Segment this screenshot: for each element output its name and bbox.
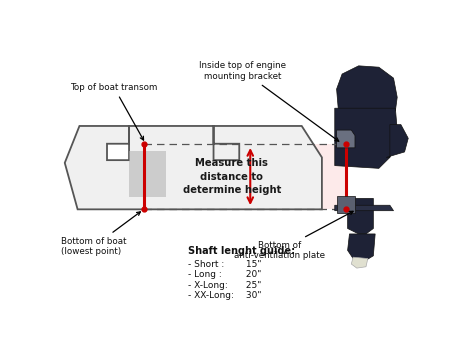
Bar bbox=[144, 144, 346, 209]
Polygon shape bbox=[386, 125, 408, 157]
Text: 30": 30" bbox=[243, 291, 262, 300]
Bar bbox=[129, 151, 166, 197]
Polygon shape bbox=[347, 198, 374, 234]
Text: Measure this
distance to
determine height: Measure this distance to determine heigh… bbox=[182, 158, 281, 195]
Text: - XX-Long:: - XX-Long: bbox=[188, 291, 237, 300]
Polygon shape bbox=[335, 108, 397, 168]
Text: - Long :: - Long : bbox=[188, 270, 230, 279]
Polygon shape bbox=[347, 234, 375, 261]
Polygon shape bbox=[351, 257, 368, 268]
Text: Inside top of engine
mounting bracket: Inside top of engine mounting bracket bbox=[200, 61, 339, 141]
Text: Bottom of
anti-ventilation plate: Bottom of anti-ventilation plate bbox=[234, 211, 353, 260]
Polygon shape bbox=[337, 130, 355, 148]
Text: - Short :: - Short : bbox=[188, 260, 230, 269]
Text: Top of boat transom: Top of boat transom bbox=[70, 83, 158, 140]
Text: 25": 25" bbox=[243, 281, 261, 290]
Polygon shape bbox=[335, 205, 393, 211]
Polygon shape bbox=[65, 126, 322, 209]
Text: Bottom of boat
(lowest point): Bottom of boat (lowest point) bbox=[61, 212, 140, 256]
Polygon shape bbox=[337, 196, 355, 213]
Text: - X-Long:: - X-Long: bbox=[188, 281, 233, 290]
Polygon shape bbox=[337, 66, 397, 111]
Text: 15": 15" bbox=[243, 260, 262, 269]
Text: 20": 20" bbox=[243, 270, 261, 279]
Text: Shaft lenght guide:: Shaft lenght guide: bbox=[188, 246, 295, 256]
